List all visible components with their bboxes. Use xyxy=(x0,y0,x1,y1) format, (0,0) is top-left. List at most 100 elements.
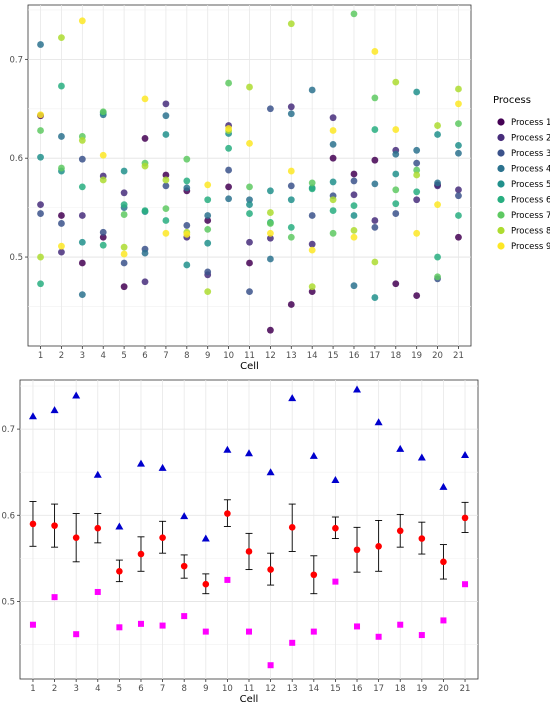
point-process-4 xyxy=(455,149,462,157)
point-process-7 xyxy=(162,205,170,213)
point-process-8 xyxy=(246,83,253,91)
x-tick-label: 13 xyxy=(287,684,298,694)
point-process-2 xyxy=(329,114,337,122)
x-tick-label: 15 xyxy=(330,684,341,694)
point-process-6 xyxy=(455,212,462,219)
point-process-1 xyxy=(58,212,65,219)
point-process-4 xyxy=(266,255,274,263)
point-process-3 xyxy=(266,105,274,113)
x-tick-label: 14 xyxy=(308,684,319,694)
min-square-point xyxy=(116,624,123,631)
point-process-4 xyxy=(58,133,65,140)
min-square-point xyxy=(354,623,361,630)
point-process-3 xyxy=(413,159,421,167)
x-tick-label: 11 xyxy=(244,684,255,694)
point-process-3 xyxy=(455,192,462,200)
point-process-8 xyxy=(371,258,379,266)
x-tick-label: 3 xyxy=(80,351,85,361)
max-triangle-point xyxy=(309,451,318,459)
point-process-9 xyxy=(413,229,421,237)
point-process-8 xyxy=(455,85,462,93)
point-process-7 xyxy=(99,108,107,116)
min-square-point xyxy=(310,628,317,635)
point-process-3 xyxy=(37,210,44,217)
point-process-1 xyxy=(78,259,86,267)
point-process-2 xyxy=(37,201,44,209)
x-tick-label: 1 xyxy=(38,351,43,361)
point-process-4 xyxy=(413,146,421,154)
point-process-6 xyxy=(183,177,191,185)
min-square-point xyxy=(462,581,469,588)
mean-circle-point xyxy=(137,550,145,558)
mean-circle-point xyxy=(310,571,318,579)
mean-circle-point xyxy=(375,543,382,550)
max-triangle-point xyxy=(93,470,102,478)
max-triangle-point xyxy=(266,468,275,476)
legend-label: Process 5 xyxy=(511,180,550,190)
max-triangle-point xyxy=(115,522,124,530)
point-process-9 xyxy=(455,100,462,108)
point-process-7 xyxy=(246,183,253,191)
point-process-1 xyxy=(246,259,253,267)
mean-circle-point xyxy=(288,524,296,531)
point-process-3 xyxy=(183,222,191,229)
point-process-5 xyxy=(204,239,212,247)
max-triangle-point xyxy=(439,482,448,490)
point-process-5 xyxy=(413,88,421,96)
x-tick-label: 20 xyxy=(432,351,443,361)
point-process-9 xyxy=(434,201,441,209)
point-process-3 xyxy=(287,182,295,190)
x-tick-label: 1 xyxy=(30,684,35,694)
min-square-point xyxy=(418,632,425,639)
mean-circle-point xyxy=(353,546,361,554)
min-square-point xyxy=(159,622,166,629)
y-tick-label: 0.7 xyxy=(1,425,15,435)
mean-circle-point xyxy=(202,580,210,588)
scatter-chart-by-process: 0.50.60.71 2 3 4 5 6 7 8 9 10 11 12 13 14 15 16 17 18 19 20… xyxy=(9,4,550,372)
min-square-point xyxy=(397,621,404,628)
x-tick-label: 8 xyxy=(181,684,186,694)
legend-swatch xyxy=(497,242,505,250)
point-process-9 xyxy=(78,17,86,25)
point-process-4 xyxy=(371,180,379,188)
x-tick-label: 15 xyxy=(328,351,339,361)
point-process-5 xyxy=(371,294,379,301)
point-process-6 xyxy=(141,207,149,214)
x-tick-label: 7 xyxy=(163,351,168,361)
x-tick-label: 5 xyxy=(117,684,122,694)
point-process-5 xyxy=(392,170,400,178)
point-process-5 xyxy=(455,141,462,149)
point-process-1 xyxy=(141,135,149,142)
point-process-9 xyxy=(183,230,191,238)
max-triangle-point xyxy=(158,463,167,471)
x-tick-label: 19 xyxy=(416,684,427,694)
x-tick-label: 5 xyxy=(121,351,126,361)
point-process-2 xyxy=(78,212,86,219)
point-process-6 xyxy=(413,188,421,196)
point-process-4 xyxy=(78,291,86,299)
point-process-3 xyxy=(162,182,170,190)
point-process-8 xyxy=(350,226,358,234)
point-process-6 xyxy=(58,82,65,90)
point-process-9 xyxy=(371,48,379,55)
legend-label: Process 9 xyxy=(511,242,550,252)
point-process-7 xyxy=(413,166,421,174)
point-process-6 xyxy=(308,185,316,193)
x-tick-label: 17 xyxy=(373,684,384,694)
x-tick-label: 11 xyxy=(244,351,255,361)
point-process-7 xyxy=(204,225,212,233)
x-tick-label: 18 xyxy=(395,684,406,694)
legend-swatch xyxy=(497,164,505,173)
legend-swatch xyxy=(497,180,505,188)
point-process-8 xyxy=(78,137,86,144)
point-process-5 xyxy=(287,196,295,204)
point-process-5 xyxy=(266,187,274,195)
point-process-4 xyxy=(183,184,191,192)
point-process-1 xyxy=(99,233,107,241)
point-process-6 xyxy=(246,210,253,217)
point-process-8 xyxy=(37,253,44,261)
max-triangle-point xyxy=(417,453,426,461)
legend-label: Process 7 xyxy=(511,211,550,221)
point-process-8 xyxy=(99,176,107,184)
min-square-point xyxy=(181,613,188,620)
